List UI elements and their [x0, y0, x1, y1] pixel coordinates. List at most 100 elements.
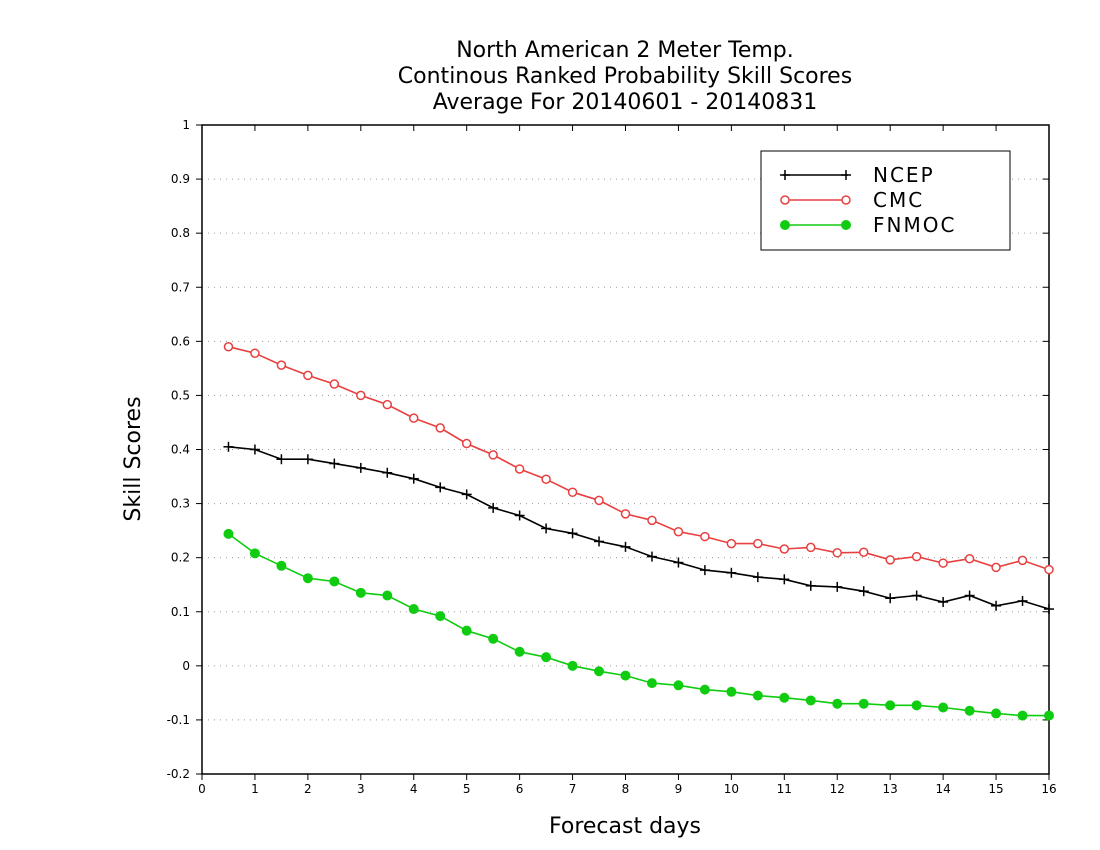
data-point: [964, 590, 975, 601]
x-axis-label: Forecast days: [549, 814, 701, 839]
y-tick-label: 0.5: [171, 388, 190, 402]
data-point: [302, 573, 313, 584]
data-point: [567, 487, 578, 497]
data-point: [964, 705, 975, 716]
chart-title-line-1: North American 2 Meter Temp.: [456, 38, 794, 63]
series-group: [223, 341, 1054, 721]
data-point: [805, 695, 816, 706]
data-point: [620, 541, 631, 552]
data-point: [699, 684, 710, 695]
data-point: [991, 600, 1002, 611]
data-point: [303, 370, 313, 381]
data-point: [223, 528, 234, 539]
data-point: [938, 558, 948, 568]
data-point: [356, 390, 366, 401]
data-point: [1017, 595, 1028, 606]
data-point: [567, 528, 578, 539]
data-point: [752, 572, 763, 583]
y-tick-label: 0: [182, 659, 190, 673]
data-point: [832, 548, 842, 558]
data-point: [858, 698, 869, 709]
data-point: [594, 495, 604, 506]
data-point: [646, 678, 657, 689]
data-point: [726, 567, 737, 578]
data-point: [488, 450, 498, 460]
data-point: [673, 680, 684, 691]
chart-title: North American 2 Meter Temp. Continous R…: [398, 38, 852, 115]
data-point: [991, 708, 1002, 719]
data-point: [806, 542, 816, 553]
data-point: [620, 509, 631, 519]
y-axis: -0.2 -0.1 0 0.1 0.2 0.3 0.4 0.5 0.6 0.7 0.8 0.9 1: [167, 118, 1049, 781]
data-point: [541, 523, 552, 534]
data-point: [780, 195, 790, 205]
x-tick-label: 4: [410, 782, 418, 796]
data-point: [726, 686, 737, 697]
y-tick-label: 0.2: [171, 551, 190, 565]
y-tick-label: -0.1: [167, 713, 190, 727]
data-point: [1044, 604, 1054, 615]
data-point: [514, 464, 525, 474]
data-point: [620, 670, 631, 681]
data-point: [779, 574, 790, 585]
x-tick-label: 9: [675, 782, 683, 796]
data-point: [435, 423, 445, 433]
data-point: [646, 551, 657, 562]
data-point: [1017, 710, 1028, 721]
data-point: [541, 652, 552, 663]
data-point: [805, 580, 816, 591]
legend-label: NCEP: [873, 163, 935, 187]
series-line: [228, 533, 1049, 717]
chart-title-line-2: Continous Ranked Probability Skill Score…: [398, 64, 852, 89]
data-point: [911, 551, 922, 562]
legend-item-cmc: CMC: [780, 188, 924, 212]
data-point: [841, 195, 851, 205]
data-point: [302, 454, 313, 465]
data-point: [355, 587, 366, 598]
data-point: [700, 531, 710, 542]
data-point: [276, 560, 287, 571]
grid: [202, 178, 1049, 721]
data-point: [858, 586, 869, 597]
legend-label: CMC: [873, 188, 924, 212]
data-point: [726, 538, 737, 549]
x-tick-label: 15: [988, 782, 1003, 796]
data-point: [514, 646, 525, 657]
data-point: [594, 666, 605, 677]
x-tick-label: 5: [463, 782, 471, 796]
y-tick-label: 1: [182, 118, 190, 132]
data-point: [1044, 710, 1054, 721]
y-axis-label: Skill Scores: [121, 396, 146, 521]
chart-title-line-3: Average For 20140601 - 20140831: [433, 90, 818, 115]
data-point: [382, 399, 393, 410]
x-tick-label: 7: [569, 782, 577, 796]
data-point: [938, 597, 949, 608]
data-point: [408, 604, 419, 615]
y-tick-label: 0.1: [171, 605, 190, 619]
data-point: [223, 341, 234, 352]
data-point: [329, 458, 340, 469]
y-tick-label: -0.2: [167, 767, 190, 781]
data-point: [435, 482, 446, 493]
data-point: [911, 700, 922, 711]
data-point: [276, 454, 287, 465]
data-point: [841, 220, 851, 230]
x-tick-label: 3: [357, 782, 365, 796]
data-point: [461, 489, 472, 500]
data-point: [329, 576, 340, 587]
x-tick-label: 13: [883, 782, 898, 796]
data-point: [249, 444, 260, 455]
data-point: [250, 348, 260, 358]
legend-item-ncep: NCEP: [780, 163, 935, 187]
x-tick-label: 14: [935, 782, 950, 796]
y-tick-label: 0.8: [171, 226, 190, 240]
data-point: [753, 538, 763, 549]
y-tick-label: 0.3: [171, 497, 190, 511]
data-point: [885, 700, 896, 711]
data-point: [779, 692, 790, 703]
x-tick-label: 11: [777, 782, 792, 796]
data-point: [276, 360, 287, 370]
data-point: [409, 413, 419, 423]
